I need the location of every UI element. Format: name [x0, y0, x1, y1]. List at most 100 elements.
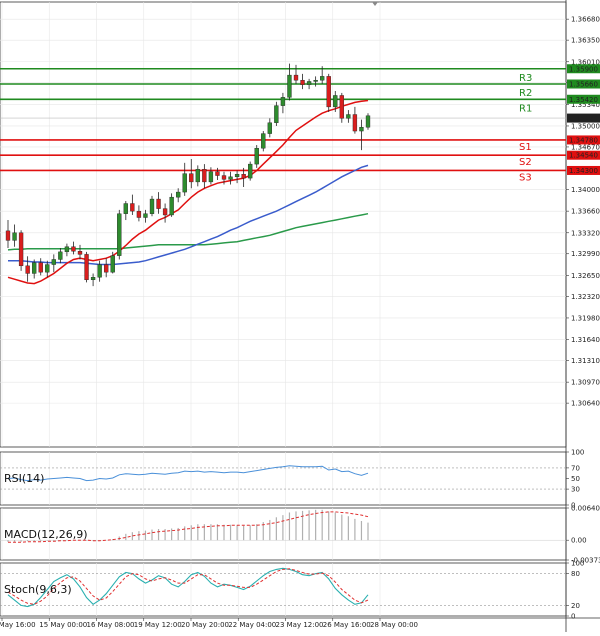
candle [12, 224, 17, 247]
candle-body [313, 79, 318, 82]
candle [90, 273, 96, 287]
candle-body [261, 133, 266, 149]
candle [130, 194, 135, 215]
candle-body [58, 251, 63, 260]
candle [359, 119, 364, 151]
candle-body [320, 76, 325, 81]
time-tick-label: 4 May 16:00 [0, 621, 36, 629]
candle-body [234, 174, 240, 178]
pivot-price-tag-bg [567, 150, 600, 160]
pivot-price-tag-bg [567, 79, 600, 89]
pivot-price-tag-bg [567, 64, 600, 74]
candle-body [110, 255, 115, 273]
price-tick-label: 1.31310 [571, 357, 600, 365]
candle [293, 64, 299, 85]
candle [326, 73, 331, 112]
candle-body [130, 203, 135, 212]
candle-body [64, 246, 70, 253]
pivot-name-s2: S2 [519, 157, 532, 168]
stoch-tick-label: 100 [571, 560, 584, 568]
candle-body [195, 168, 200, 183]
time-tick-label: 22 May 04:00 [228, 621, 276, 629]
candle-body [162, 208, 168, 216]
price-tick-label: 1.35000 [571, 122, 600, 130]
rsi-tick-label: 30 [571, 486, 580, 494]
candle [5, 220, 11, 249]
price-tick-label: 1.36010 [571, 58, 600, 66]
candle-body [149, 198, 155, 214]
candle-body [208, 171, 214, 183]
candle-body [38, 262, 43, 273]
time-tick-label: 26 May 16:00 [323, 621, 371, 629]
price-tick-label: 1.30640 [571, 400, 600, 408]
stoch-tick-label: 20 [571, 602, 580, 610]
pivot-name-r3: R3 [519, 73, 532, 84]
candle [162, 203, 168, 223]
stoch-tick-label: 80 [571, 570, 580, 578]
price-tick-label: 1.36350 [571, 37, 600, 45]
candle [58, 248, 63, 264]
candle [32, 259, 37, 279]
candle [208, 167, 214, 185]
candle-body [90, 277, 96, 281]
candle [254, 145, 259, 168]
candle-body [333, 95, 338, 108]
price-tick-label: 1.32320 [571, 293, 600, 301]
candle [339, 92, 344, 123]
time-tick-label: 19 May 12:00 [134, 621, 182, 629]
rsi-line [7, 465, 369, 482]
candle-body [346, 114, 351, 119]
macd-tick-label: -0.003731 [571, 557, 600, 565]
pivot-price-tag: 1.35900 [569, 65, 598, 73]
pivot-price-tag: 1.34780 [569, 136, 598, 144]
candle [221, 171, 227, 185]
candle [51, 254, 56, 273]
stoch-main-line [7, 567, 369, 608]
candle [123, 200, 128, 221]
candle-body [306, 81, 312, 85]
rsi-tick-label: 50 [571, 475, 580, 483]
candle [280, 92, 286, 114]
macd-title: MACD(12,26,9) [4, 528, 88, 541]
candle-body [71, 246, 76, 252]
current-price-tag: 1.35124 [569, 115, 598, 123]
pivot-name-r1: R1 [519, 103, 532, 114]
candle [241, 167, 246, 187]
candle [261, 131, 266, 152]
candle [71, 241, 76, 255]
candle-body [104, 264, 109, 273]
candle [136, 205, 142, 222]
rsi-tick-label: 100 [571, 449, 584, 457]
candle [64, 243, 70, 257]
candle-body [136, 210, 142, 218]
pivot-price-tag-bg [567, 165, 600, 175]
candle [176, 188, 181, 203]
candle-body [287, 74, 292, 98]
candle [248, 161, 253, 181]
candle-body [221, 175, 227, 180]
candle [189, 159, 194, 189]
candle [156, 192, 161, 214]
candle [84, 251, 89, 283]
candle-body [169, 196, 174, 216]
macd-tick-label: 0.00 [571, 537, 587, 545]
pivot-price-tag: 1.34300 [569, 167, 598, 175]
candle [97, 260, 102, 282]
candle-body [189, 173, 194, 183]
price-tick-label: 1.34670 [571, 143, 600, 151]
candle-body [228, 176, 233, 180]
candle-body [359, 127, 364, 132]
candle-body [84, 254, 89, 281]
candle [333, 91, 338, 112]
candle-body [12, 232, 17, 241]
macd-signal-line [8, 511, 369, 543]
candle [45, 260, 50, 278]
candle-body [241, 174, 246, 179]
candle [287, 63, 292, 101]
pivot-price-tag-bg [567, 94, 600, 104]
candle [117, 209, 122, 260]
rsi-tick-label: 0 [571, 502, 575, 510]
candle-body [267, 122, 272, 134]
candle-body [215, 171, 220, 176]
